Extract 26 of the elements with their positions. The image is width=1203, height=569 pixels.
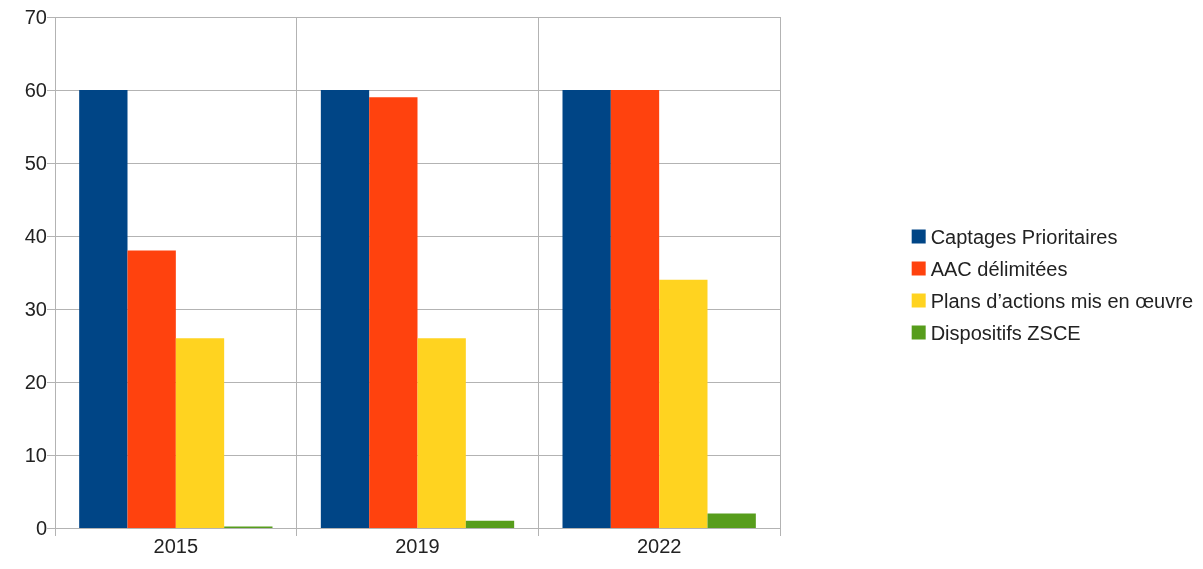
legend-label: Dispositifs ZSCE <box>930 321 1081 344</box>
y-tick-label: 20 <box>24 371 47 393</box>
y-tick-label: 10 <box>24 444 47 466</box>
bar <box>562 90 611 528</box>
bar <box>417 338 466 528</box>
bar <box>320 90 370 528</box>
bar <box>127 250 176 528</box>
bar <box>175 338 225 528</box>
y-tick-label: 70 <box>24 6 47 28</box>
y-tick-label: 40 <box>24 225 47 247</box>
bar <box>465 520 515 528</box>
x-tick-label: 2019 <box>395 535 440 557</box>
y-tick-label: 50 <box>24 152 47 174</box>
y-tick-label: 60 <box>24 79 47 101</box>
legend-label: AAC délimitées <box>930 257 1068 280</box>
x-tick-label: 2022 <box>636 535 682 557</box>
bar <box>707 513 756 528</box>
y-tick-label: 30 <box>24 298 47 320</box>
y-tick-label: 0 <box>35 517 47 539</box>
x-tick-label: 2015 <box>153 535 199 557</box>
bar <box>369 97 418 528</box>
bar <box>79 90 128 528</box>
bar <box>610 90 660 528</box>
legend-label: Captages Prioritaires <box>930 225 1118 248</box>
legend-label: Plans d’actions mis en œuvre <box>930 289 1193 312</box>
bar <box>659 279 708 528</box>
